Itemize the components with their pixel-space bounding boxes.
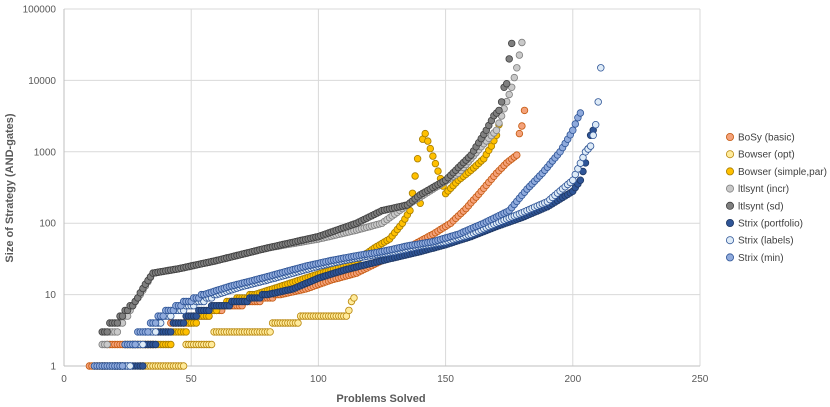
data-point (167, 328, 175, 336)
data-point (192, 319, 200, 327)
data-point (594, 98, 602, 106)
data-point (589, 131, 597, 139)
data-point (495, 119, 503, 127)
data-point (131, 340, 139, 349)
y-tick-label: 10 (45, 290, 57, 301)
legend-marker (726, 167, 735, 176)
x-tick-label: 150 (437, 374, 454, 385)
y-axis-title: Size of Strategy (AND-gates) (4, 113, 16, 262)
data-point (151, 328, 160, 336)
data-point (207, 340, 216, 349)
y-tick-label: 100 (39, 219, 56, 230)
x-tick-label: 200 (564, 374, 581, 385)
data-point (139, 340, 147, 349)
legend-marker (726, 253, 735, 262)
data-point (144, 328, 152, 336)
data-point (520, 106, 529, 115)
data-point (510, 73, 518, 82)
data-point (294, 319, 302, 327)
data-point (426, 144, 434, 153)
legend-label: BoSy (basic) (738, 133, 795, 144)
data-point (118, 362, 127, 370)
legend-marker (726, 184, 735, 193)
data-point (103, 328, 111, 336)
legend-marker (726, 236, 735, 245)
data-point (515, 51, 524, 59)
data-point (576, 109, 585, 117)
data-point (508, 83, 516, 91)
axes (63, 9, 700, 367)
legend-label: Bowser (simple,par) (738, 167, 827, 178)
data-point (139, 362, 147, 370)
y-tick-label: 100000 (23, 5, 57, 16)
legend-marker (726, 150, 735, 159)
y-tick-label: 1000 (34, 147, 57, 158)
data-point (434, 167, 442, 175)
data-point (126, 362, 134, 370)
data-point (113, 328, 122, 336)
data-point (424, 137, 432, 145)
x-axis-title: Problems Solved (336, 393, 425, 405)
y-tick-label: 1 (50, 362, 56, 373)
data-point (429, 152, 437, 160)
legend-marker (726, 218, 735, 227)
data-point (151, 319, 160, 327)
data-point (518, 122, 526, 130)
data-point (413, 154, 422, 163)
series-ltlsynt-sd (98, 39, 516, 336)
data-point (597, 64, 605, 72)
series-strix-min (90, 109, 585, 370)
data-point (345, 306, 353, 315)
data-point (103, 340, 111, 349)
data-point (431, 159, 440, 168)
x-tick-label: 50 (186, 374, 198, 385)
data-point (505, 90, 513, 99)
tick-labels: 1 10 100 1000 10000 100000 0 50 100 150 200 250 (23, 5, 709, 386)
legend-label: Strix (min) (738, 253, 784, 264)
data-point (411, 172, 419, 180)
x-tick-label: 250 (692, 374, 709, 385)
data-point (492, 126, 501, 134)
legend-label: Strix (portfolio) (738, 219, 803, 230)
legend-label: Strix (labels) (738, 236, 794, 247)
data-point (508, 39, 516, 48)
data-point (495, 106, 503, 115)
series-bowser-opt (136, 294, 358, 370)
grid-lines (63, 8, 701, 367)
x-tick-label: 0 (61, 374, 67, 385)
data-point (576, 176, 585, 184)
y-tick-label: 10000 (28, 76, 56, 87)
data-point (515, 129, 524, 138)
data-point (350, 294, 358, 302)
data-point (571, 120, 579, 128)
x-tick-label: 100 (310, 374, 327, 385)
data-point (569, 126, 577, 134)
data-point (503, 79, 511, 88)
data-point (592, 120, 600, 129)
data-point (421, 129, 429, 138)
data-point (113, 319, 122, 327)
legend-marker (726, 132, 735, 141)
series-ltlsynt-incr (98, 38, 526, 349)
data-point (505, 55, 513, 63)
legend-marker (726, 201, 735, 210)
data-points (85, 38, 605, 370)
data-point (513, 151, 521, 159)
data-point (518, 38, 526, 47)
legend-label: ltlsynt (sd) (738, 201, 784, 212)
data-point (179, 362, 188, 370)
data-point (151, 340, 160, 349)
legend-label: ltlsynt (incr) (738, 184, 789, 195)
data-point (497, 98, 506, 106)
data-point (182, 328, 190, 336)
data-point (266, 328, 274, 336)
data-point (167, 340, 175, 349)
data-point (513, 64, 521, 72)
legend: BoSy (basic) Bowser (opt) Bowser (simple,p… (726, 133, 827, 264)
data-point (179, 319, 188, 327)
legend-label: Bowser (opt) (738, 150, 795, 161)
data-point (586, 142, 595, 150)
